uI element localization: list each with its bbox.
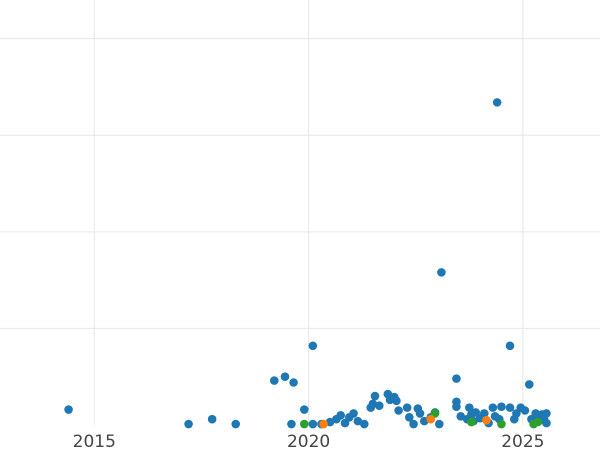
data-point <box>464 403 474 412</box>
data-point <box>336 411 346 420</box>
data-point <box>287 419 296 429</box>
data-point <box>359 419 369 429</box>
data-point <box>370 391 380 401</box>
data-point <box>505 403 515 412</box>
data-point <box>184 419 193 429</box>
data-point <box>482 415 491 425</box>
data-point <box>269 376 279 385</box>
data-point <box>488 403 498 412</box>
grid <box>0 0 600 425</box>
data-point <box>280 372 290 382</box>
data-point <box>299 405 309 414</box>
data-point <box>207 414 217 424</box>
data-point <box>319 419 328 429</box>
x-tick-label: 2015 <box>73 432 116 450</box>
data-point <box>353 416 363 426</box>
data-point <box>231 419 241 429</box>
data-points <box>64 98 551 429</box>
data-point <box>497 402 506 411</box>
data-point <box>426 414 436 424</box>
data-point <box>497 419 506 429</box>
data-point <box>402 403 412 412</box>
data-point <box>542 418 551 428</box>
data-point <box>434 419 444 429</box>
data-point <box>289 378 298 387</box>
data-point <box>299 419 309 429</box>
data-point <box>492 98 502 107</box>
data-point <box>456 412 466 421</box>
data-point <box>64 405 73 414</box>
data-point <box>374 401 384 410</box>
data-point <box>505 341 515 351</box>
data-point <box>479 409 489 418</box>
data-point <box>524 380 534 389</box>
x-axis-ticks: 2015 2020 2025 <box>73 432 545 450</box>
data-point <box>533 417 543 427</box>
data-point <box>542 409 551 418</box>
data-point <box>392 396 401 406</box>
data-point <box>452 402 461 411</box>
data-point <box>409 419 418 429</box>
data-point <box>415 409 425 418</box>
data-point <box>437 268 446 277</box>
data-point <box>308 341 318 351</box>
x-tick-label: 2020 <box>287 432 330 450</box>
data-point <box>308 419 318 429</box>
data-point <box>404 412 414 422</box>
data-point <box>394 406 403 415</box>
data-point <box>349 409 358 418</box>
x-tick-label: 2025 <box>501 432 544 450</box>
data-point <box>467 417 476 427</box>
data-point <box>452 374 461 383</box>
data-point <box>520 406 530 415</box>
